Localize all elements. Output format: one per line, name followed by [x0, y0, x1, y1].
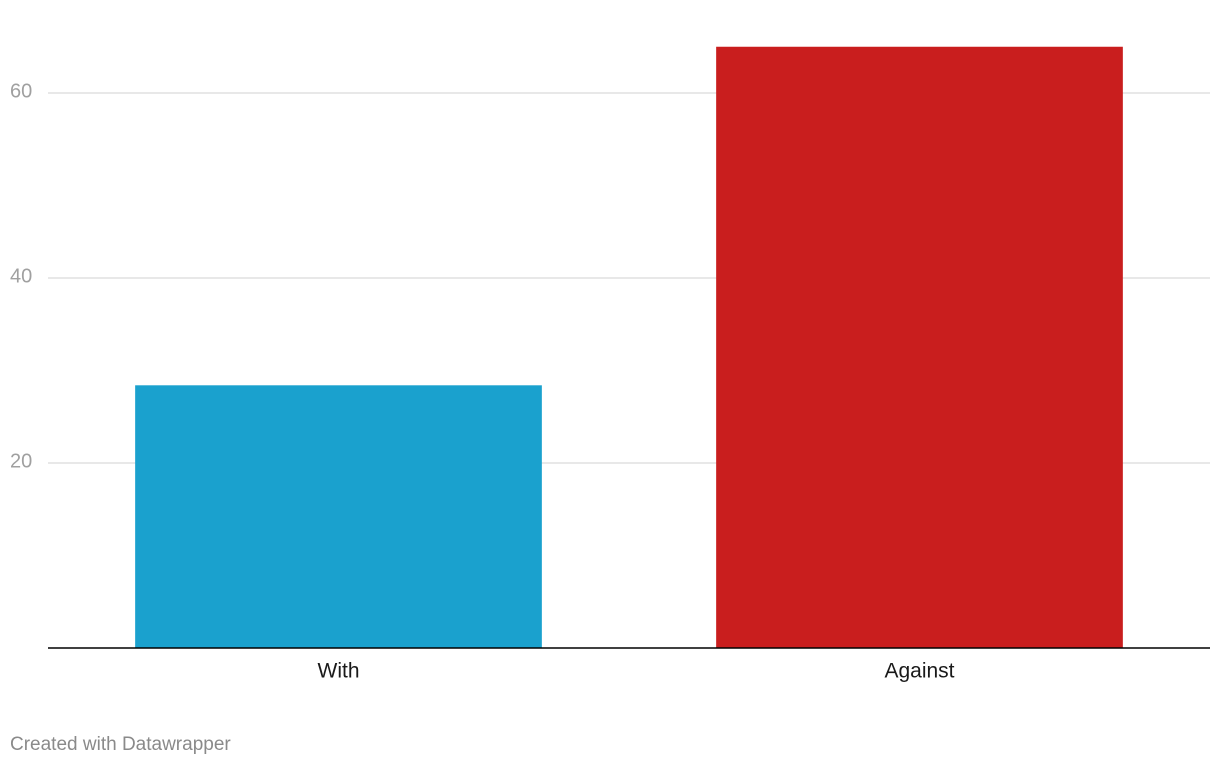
y-tick-label: 40 [10, 265, 32, 287]
bar [135, 385, 542, 648]
credit: Created with Datawrapper [10, 734, 231, 755]
y-tick-label: 60 [10, 80, 32, 102]
bar [716, 46, 1123, 648]
x-tick-label: Against [884, 660, 954, 683]
y-tick-label: 20 [10, 450, 32, 472]
x-tick-label: With [318, 660, 360, 683]
